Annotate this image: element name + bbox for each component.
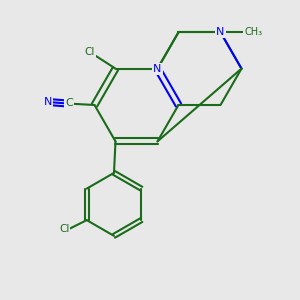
Text: CH₃: CH₃ [244,27,262,37]
Text: C: C [65,98,73,109]
Text: Cl: Cl [59,224,69,234]
Text: Cl: Cl [85,47,95,57]
Text: N: N [153,64,162,74]
Text: N: N [216,27,225,37]
Text: N: N [44,97,52,107]
